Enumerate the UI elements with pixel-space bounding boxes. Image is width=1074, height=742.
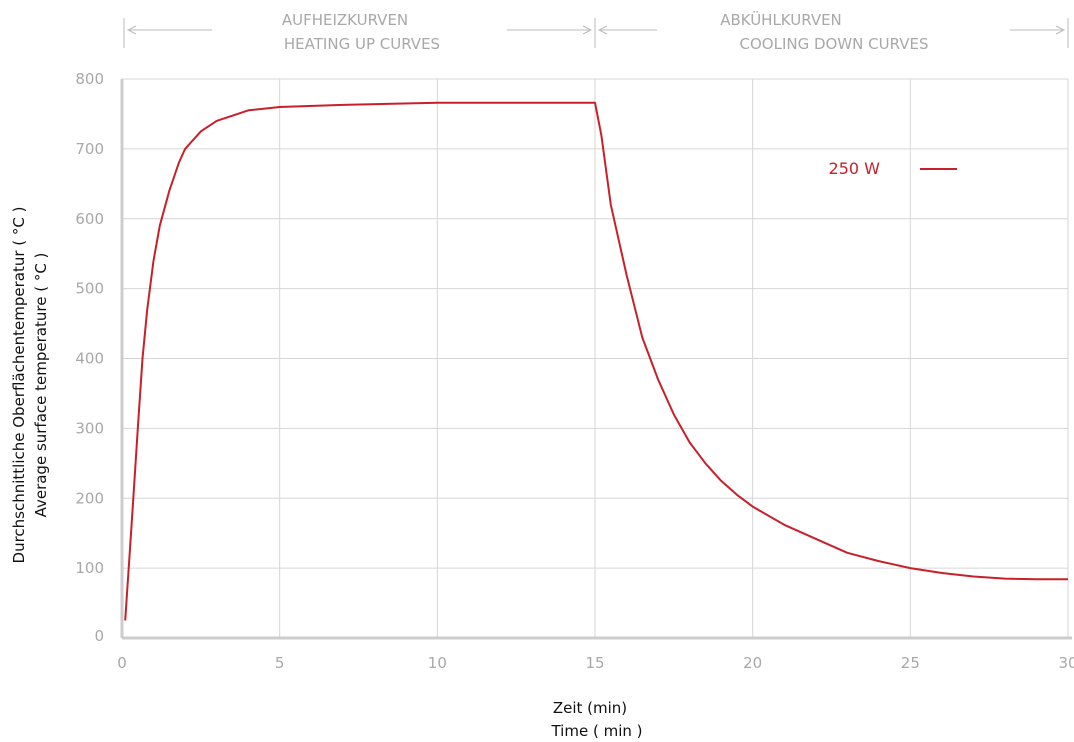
y-tick-label-200: 200 (75, 489, 104, 507)
phase-cooling-en: COOLING DOWN CURVES (740, 35, 929, 53)
x-tick-label-5: 5 (275, 654, 285, 672)
y-tick-label-100: 100 (75, 559, 104, 577)
x-tick-label-20: 20 (743, 654, 762, 672)
phase-cooling-arrow-right-head (1055, 25, 1066, 35)
x-axis-title-de: Zeit (min) (553, 699, 627, 717)
phase-annotations: AUFHEIZKURVEN HEATING UP CURVES ABKÜHLKU… (282, 10, 929, 53)
x-tick-label-15: 15 (585, 654, 604, 672)
y-tick-label-500: 500 (75, 280, 104, 298)
y-tick-label-300: 300 (75, 419, 104, 437)
phase-heating-de: AUFHEIZKURVEN (282, 11, 408, 29)
legend: 250 W (829, 159, 957, 178)
x-tick-label-0: 0 (117, 654, 127, 672)
x-tick-label-25: 25 (901, 654, 920, 672)
series-line-0 (124, 101, 1068, 621)
y-tick-label-400: 400 (75, 350, 104, 368)
legend-label-250w: 250 W (829, 159, 881, 178)
x-axis-title-en: Time ( min ) (550, 722, 642, 740)
y-tick-label-800: 800 (75, 70, 104, 88)
x-tick-label-10: 10 (428, 654, 447, 672)
y-tick-label-0: 0 (94, 627, 104, 645)
phase-heating-arrow-right-head (582, 25, 593, 35)
y-axis-title-en: Average surface temperature ( °C ) (32, 253, 50, 518)
series-lines (124, 101, 1068, 621)
x-tick-label-30: 30 (1058, 654, 1074, 672)
tick-labels: 0 100 200 300 400 500 600 700 800 0 5 10 15 20 25 30 (75, 70, 1074, 672)
grid-lines (122, 78, 1069, 638)
phase-heating-arrow-left-head (126, 25, 137, 35)
axis-titles: Zeit (min) Time ( min ) Durchschnittlich… (10, 207, 643, 740)
axes (120, 18, 1072, 640)
phase-heating-en: HEATING UP CURVES (284, 35, 440, 53)
y-tick-label-700: 700 (75, 140, 104, 158)
phase-cooling-arrow-left-head (597, 25, 608, 35)
y-tick-label-600: 600 (75, 210, 104, 228)
phase-cooling-de: ABKÜHLKURVEN (720, 10, 842, 29)
y-axis-title-de: Durchschnittliche Oberflächentemperatur … (10, 207, 28, 564)
